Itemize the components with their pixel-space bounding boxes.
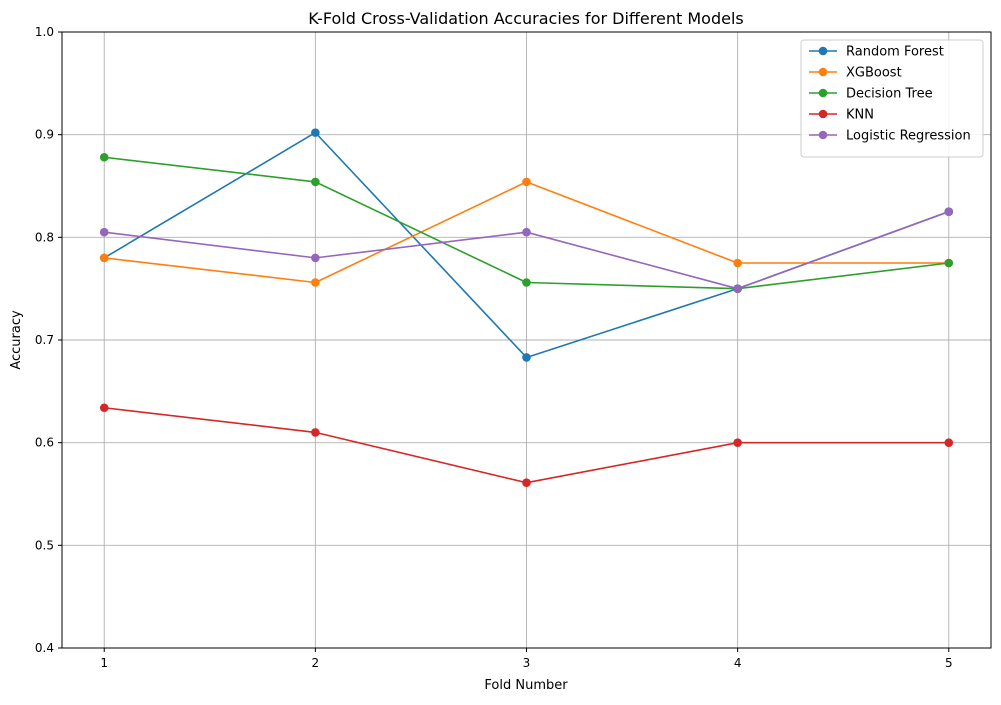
series-lines [99,128,954,488]
data-point-logistic-regression [311,253,320,263]
y-tick-label: 0.7 [35,333,54,347]
data-point-knn [99,403,109,413]
y-tick-label: 0.5 [35,538,54,552]
legend-label: KNN [846,108,874,123]
data-point-decision-tree [99,152,109,162]
data-point-knn [522,478,531,488]
data-point-logistic-regression [522,227,531,237]
data-point-random-forest [522,353,531,362]
y-tick-label: 1.0 [35,25,54,39]
x-tick-label: 3 [523,656,531,670]
legend-swatch-marker [818,46,828,56]
series-knn [99,403,954,488]
x-axis-label: Fold Number [484,678,568,693]
data-point-xgboost [99,253,109,263]
legend-label: Decision Tree [846,87,933,102]
legend[interactable]: Random Forest XGBoost Decision Tree KNN Logi… [800,39,984,158]
legend-swatch-marker [818,109,828,119]
y-tick-label: 0.9 [35,128,54,142]
data-point-knn [311,428,320,437]
data-point-random-forest [311,128,320,137]
data-point-logistic-regression [99,227,109,237]
y-axis-label: Accuracy [9,310,24,370]
y-tick-label: 0.6 [35,436,54,450]
series-logistic-regression [99,207,954,293]
legend-item-xgboost[interactable]: XGBoost [809,66,902,81]
data-point-knn [944,438,954,447]
legend-label: Logistic Regression [846,129,971,144]
data-point-decision-tree [522,278,531,287]
legend-item-knn[interactable]: KNN [809,108,874,123]
data-point-decision-tree [944,258,954,268]
chart-title: K-Fold Cross-Validation Accuracies for D… [308,9,743,28]
data-point-xgboost [733,258,742,268]
data-point-logistic-regression [944,207,954,216]
legend-label: Random Forest [846,45,944,60]
legend-item-decision-tree[interactable]: Decision Tree [809,87,933,102]
data-point-logistic-regression [733,284,742,293]
legend-swatch-marker [818,67,828,77]
legend-swatch-marker [818,88,828,98]
legend-label: XGBoost [846,66,902,81]
data-point-decision-tree [311,177,320,187]
x-tick-label: 1 [100,656,108,670]
y-tick-label: 0.8 [35,230,54,244]
legend-item-logistic-regression[interactable]: Logistic Regression [809,129,971,144]
x-tick-label: 5 [945,656,953,670]
legend-swatch-marker [818,130,828,140]
data-point-xgboost [311,278,320,287]
data-point-knn [733,438,742,447]
legend-box [800,39,984,158]
y-tick-label: 0.4 [35,641,54,655]
data-point-xgboost [522,177,531,187]
x-tick-label: 4 [734,656,742,670]
axes: 1 2 3 4 5 0.4 0.5 0.6 0.7 0.8 0.9 1.0 [35,25,953,670]
legend-item-random-forest[interactable]: Random Forest [809,45,944,60]
x-tick-label: 2 [312,656,320,670]
